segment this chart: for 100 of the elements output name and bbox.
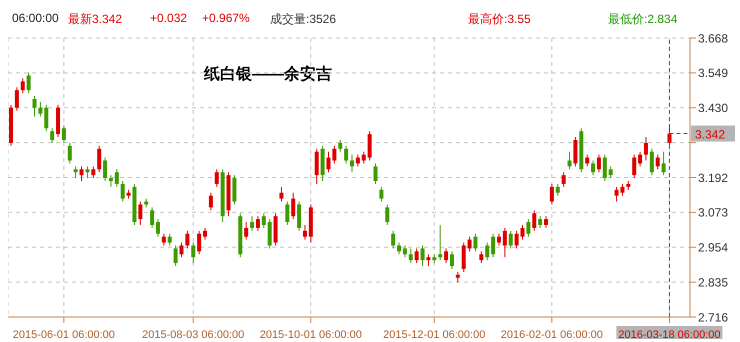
candlestick xyxy=(103,157,108,182)
candlestick xyxy=(114,168,119,188)
candlestick xyxy=(408,248,413,264)
candlestick xyxy=(208,192,213,211)
candlestick xyxy=(279,186,284,202)
candlestick xyxy=(26,72,31,94)
text: +0.032 xyxy=(150,11,188,25)
candlestick xyxy=(473,233,478,252)
candlestick xyxy=(520,224,524,240)
candlestick xyxy=(138,201,142,226)
candlestick xyxy=(532,210,536,232)
text: 06:00:00 xyxy=(12,11,59,25)
y-tick-label: 3.668 xyxy=(698,31,728,46)
candlestick xyxy=(514,230,519,249)
candlestick xyxy=(391,230,396,249)
x-tick-label: 2016-03-18 06:00:00 xyxy=(618,329,720,341)
x-tick-label: 2015-10-01 06:00:00 xyxy=(260,329,362,341)
candlestick xyxy=(150,206,154,228)
y-tick-label: 3.073 xyxy=(698,206,728,220)
candlestick xyxy=(591,160,596,176)
candlestick xyxy=(44,104,48,132)
candlestick xyxy=(38,101,42,118)
candlestick xyxy=(191,242,196,264)
text: 最低价:2.834 xyxy=(608,11,678,28)
candlestick xyxy=(638,151,642,167)
candlestick xyxy=(526,218,530,238)
candlestick xyxy=(556,183,560,196)
x-tick-label: 2015-06-01 06:00:00 xyxy=(12,329,115,341)
candlestick xyxy=(632,154,636,179)
candlestick xyxy=(332,145,336,164)
candlestick xyxy=(120,180,125,202)
candlestick xyxy=(32,96,37,118)
candlestick xyxy=(20,78,25,94)
candlestick xyxy=(174,244,178,267)
candlestick xyxy=(426,254,430,267)
candlestick xyxy=(374,162,378,184)
candlestick xyxy=(297,201,302,232)
candlestick xyxy=(502,227,507,258)
candlestick xyxy=(450,250,454,270)
candlestick xyxy=(291,192,296,220)
candlestick xyxy=(614,186,619,202)
y-tick-label: 3.192 xyxy=(698,170,728,185)
candlestick xyxy=(568,151,572,170)
candlestick xyxy=(250,216,254,232)
candlestick xyxy=(203,227,208,240)
candlestick xyxy=(656,154,660,170)
candlestick xyxy=(397,242,402,255)
candlestick xyxy=(662,151,666,176)
candlestick xyxy=(550,183,554,205)
candlestick xyxy=(385,204,390,226)
y-tick-label: 3.430 xyxy=(698,101,728,116)
candlestick xyxy=(97,145,102,173)
candlestick xyxy=(344,145,348,164)
y-tick-label: 3.549 xyxy=(698,66,728,80)
candlestick xyxy=(285,201,290,226)
candlestick xyxy=(168,233,172,246)
candlestick xyxy=(573,136,578,167)
candlestick xyxy=(462,242,466,272)
candlestick xyxy=(156,218,160,238)
candlestick xyxy=(496,233,501,246)
candlestick xyxy=(402,244,407,258)
candlestick xyxy=(50,128,54,144)
candlestick xyxy=(585,154,590,167)
candlestick xyxy=(232,174,236,205)
candlestick xyxy=(68,142,72,164)
candlestick xyxy=(508,230,513,249)
candlestick xyxy=(180,242,184,258)
candlestick xyxy=(108,174,113,188)
candlestick xyxy=(644,136,648,161)
candlestick xyxy=(414,248,419,264)
candlestick xyxy=(244,222,248,240)
candlestick xyxy=(314,148,319,184)
candlestick xyxy=(420,244,425,267)
candlestick xyxy=(338,139,342,152)
x-tick-label: 2016-02-01 06:00:00 xyxy=(500,329,603,341)
text: 最高价:3.55 xyxy=(468,11,531,28)
candlestick xyxy=(91,166,96,179)
text: 最新3.342 xyxy=(68,11,122,28)
candlestick xyxy=(197,230,202,255)
candlestick xyxy=(620,183,624,196)
candlestick xyxy=(185,230,190,249)
y-tick-label: 2.835 xyxy=(698,275,728,290)
y-tick-label: 2.954 xyxy=(698,240,728,255)
y-tick-label: 2.716 xyxy=(698,310,728,324)
candlestick xyxy=(256,216,260,232)
text: 成交量:3526 xyxy=(270,11,336,28)
candlestick xyxy=(596,154,601,173)
candlestick xyxy=(356,154,360,167)
candlestick xyxy=(162,233,166,246)
x-tick-label: 2015-08-03 06:00:00 xyxy=(142,329,244,341)
candlestick xyxy=(650,148,654,176)
candlestick xyxy=(14,86,19,112)
candlestick xyxy=(538,216,542,228)
candlestick xyxy=(468,236,472,252)
candlestick xyxy=(479,250,484,264)
candlestick xyxy=(62,124,66,144)
candlestick xyxy=(80,166,84,182)
text: +0.967% xyxy=(202,11,250,25)
candlestick xyxy=(485,242,490,261)
candlestick xyxy=(562,172,566,188)
